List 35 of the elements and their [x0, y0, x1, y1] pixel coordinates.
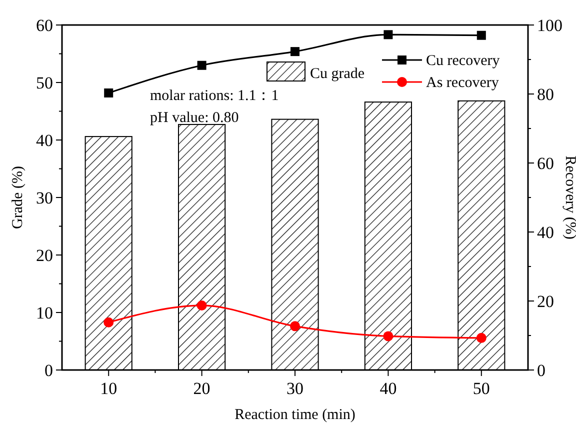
x-tick-label: 20 [193, 379, 210, 398]
point [290, 321, 300, 332]
point [197, 60, 206, 70]
point [290, 47, 300, 56]
x-tick-label: 50 [472, 379, 490, 398]
point [104, 317, 114, 328]
annotation: pH value: 0.80 [150, 110, 239, 126]
y-axis-title: Grade (%) [10, 166, 26, 229]
y-tick-label: 50 [36, 74, 53, 92]
x-tick-label: 10 [100, 379, 118, 398]
point [383, 331, 394, 342]
y2-tick-label: 100 [537, 16, 562, 35]
x-tick-label: 40 [380, 379, 397, 398]
legend-label: Cu grade [310, 66, 365, 82]
y2-tick-label: 40 [537, 223, 554, 242]
y2-tick-label: 80 [537, 85, 554, 104]
y2-tick-label: 20 [537, 292, 554, 311]
point [476, 332, 486, 343]
y2-tick-label: 60 [537, 154, 554, 173]
y2-tick-label: 0 [537, 361, 546, 380]
y-tick-label: 30 [36, 188, 53, 208]
point [104, 88, 114, 98]
x-tick-label: 30 [286, 379, 304, 398]
y-tick-label: 40 [36, 131, 53, 150]
point [476, 30, 486, 40]
y-tick-label: 20 [36, 246, 53, 265]
y-tick-label: 0 [44, 361, 53, 380]
y-tick-label: 60 [36, 16, 53, 35]
legend-label: As recovery [426, 75, 500, 91]
y-tick-label: 10 [36, 304, 53, 322]
point [384, 30, 393, 40]
legend-label: Cu recovery [426, 53, 500, 69]
point [196, 300, 207, 310]
annotation: molar rations: 1.1：1 [150, 88, 279, 104]
x-axis-title: Reaction time (min) [234, 407, 356, 423]
